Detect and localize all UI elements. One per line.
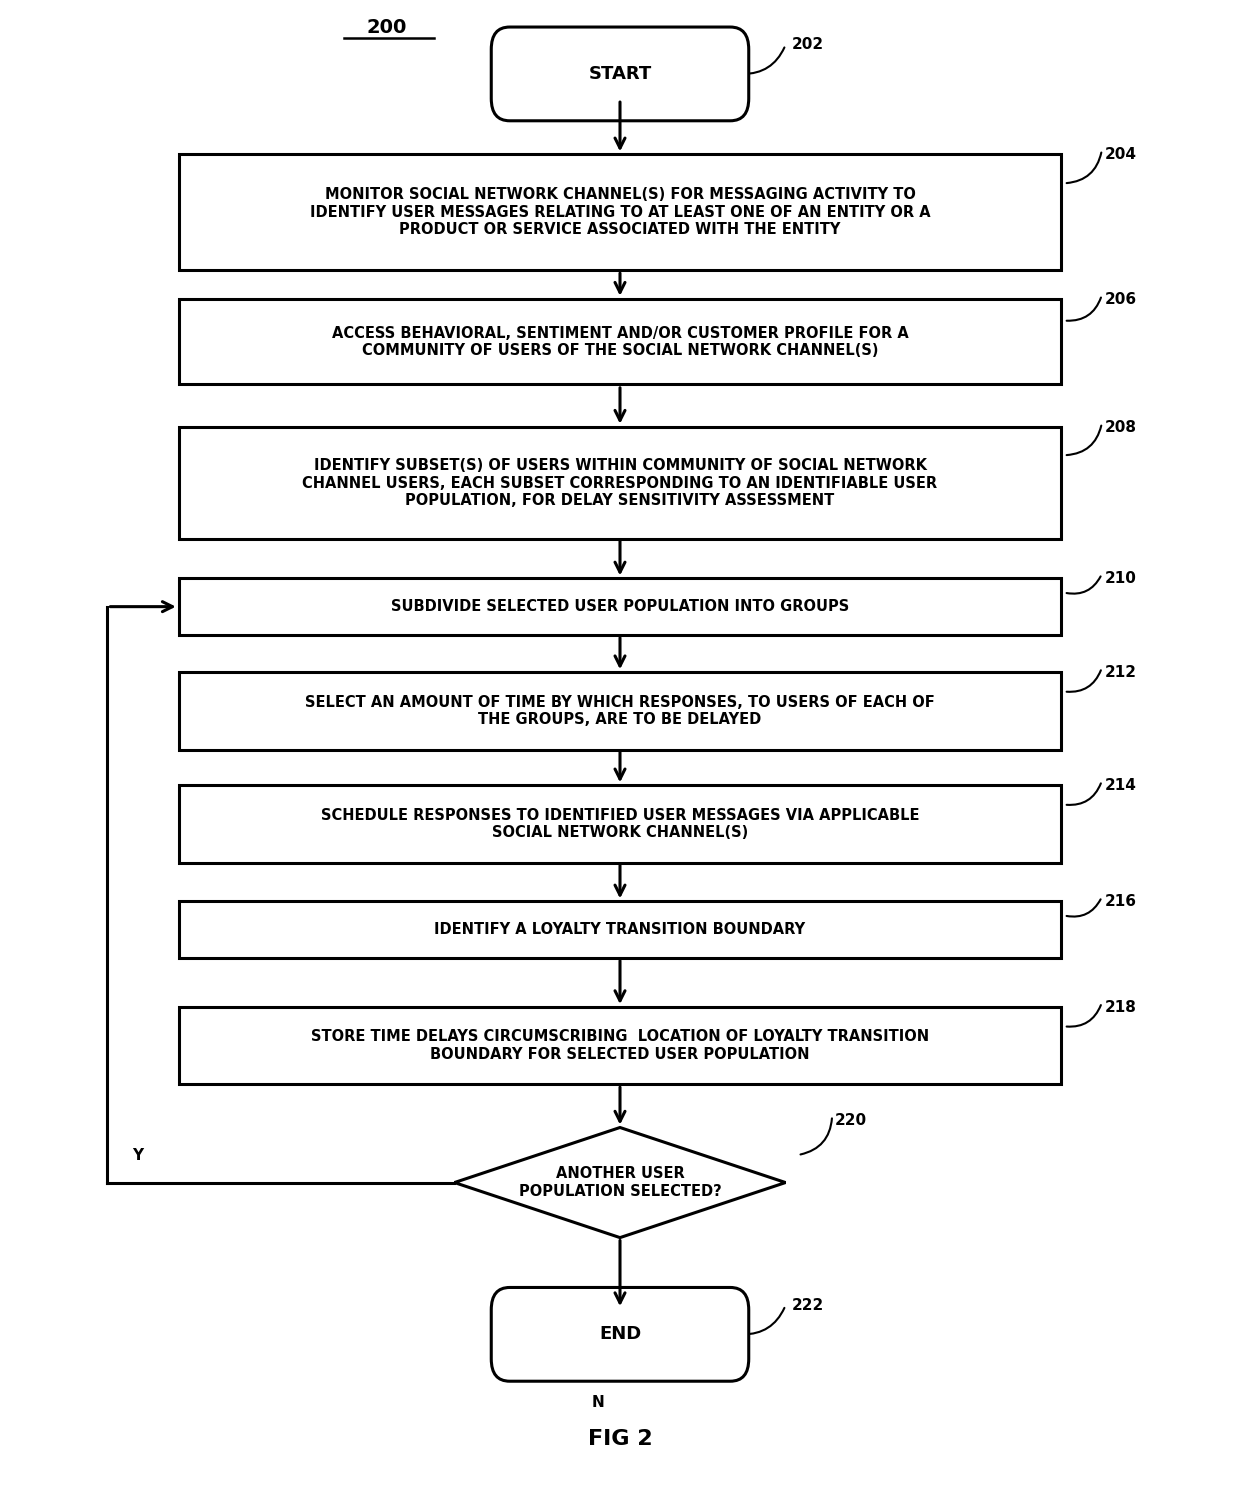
Text: 206: 206 — [1105, 291, 1136, 306]
Bar — [179, 901, 1061, 958]
Text: N: N — [591, 1395, 604, 1410]
Text: 202: 202 — [791, 38, 823, 53]
Text: Y: Y — [133, 1148, 144, 1163]
Bar — [179, 428, 1061, 539]
Bar — [179, 671, 1061, 749]
Text: IDENTIFY SUBSET(S) OF USERS WITHIN COMMUNITY OF SOCIAL NETWORK
CHANNEL USERS, EA: IDENTIFY SUBSET(S) OF USERS WITHIN COMMU… — [303, 458, 937, 508]
Text: FIG 2: FIG 2 — [588, 1428, 652, 1448]
Bar — [179, 578, 1061, 635]
Text: SUBDIVIDE SELECTED USER POPULATION INTO GROUPS: SUBDIVIDE SELECTED USER POPULATION INTO … — [391, 599, 849, 614]
Text: MONITOR SOCIAL NETWORK CHANNEL(S) FOR MESSAGING ACTIVITY TO
IDENTIFY USER MESSAG: MONITOR SOCIAL NETWORK CHANNEL(S) FOR ME… — [310, 188, 930, 237]
Text: 204: 204 — [1105, 147, 1136, 162]
Bar — [179, 786, 1061, 862]
Bar — [179, 299, 1061, 385]
Text: ANOTHER USER
POPULATION SELECTED?: ANOTHER USER POPULATION SELECTED? — [518, 1167, 722, 1199]
Text: 208: 208 — [1105, 421, 1136, 436]
Text: END: END — [599, 1325, 641, 1343]
Text: 200: 200 — [367, 18, 407, 36]
Polygon shape — [455, 1128, 785, 1238]
Text: IDENTIFY A LOYALTY TRANSITION BOUNDARY: IDENTIFY A LOYALTY TRANSITION BOUNDARY — [434, 922, 806, 937]
Text: SCHEDULE RESPONSES TO IDENTIFIED USER MESSAGES VIA APPLICABLE
SOCIAL NETWORK CHA: SCHEDULE RESPONSES TO IDENTIFIED USER ME… — [321, 808, 919, 840]
Text: 220: 220 — [835, 1113, 867, 1128]
FancyBboxPatch shape — [491, 27, 749, 120]
Text: SELECT AN AMOUNT OF TIME BY WHICH RESPONSES, TO USERS OF EACH OF
THE GROUPS, ARE: SELECT AN AMOUNT OF TIME BY WHICH RESPON… — [305, 694, 935, 727]
Text: START: START — [588, 65, 652, 83]
FancyBboxPatch shape — [491, 1287, 749, 1382]
Text: 212: 212 — [1105, 665, 1136, 680]
Text: ACCESS BEHAVIORAL, SENTIMENT AND/OR CUSTOMER PROFILE FOR A
COMMUNITY OF USERS OF: ACCESS BEHAVIORAL, SENTIMENT AND/OR CUST… — [331, 326, 909, 357]
Text: 216: 216 — [1105, 894, 1136, 909]
Text: STORE TIME DELAYS CIRCUMSCRIBING  LOCATION OF LOYALTY TRANSITION
BOUNDARY FOR SE: STORE TIME DELAYS CIRCUMSCRIBING LOCATIO… — [311, 1029, 929, 1062]
Text: 210: 210 — [1105, 571, 1136, 586]
Text: 214: 214 — [1105, 778, 1136, 793]
Bar — [179, 1006, 1061, 1084]
Text: 218: 218 — [1105, 999, 1136, 1014]
Bar — [179, 155, 1061, 270]
Text: 222: 222 — [791, 1298, 823, 1313]
